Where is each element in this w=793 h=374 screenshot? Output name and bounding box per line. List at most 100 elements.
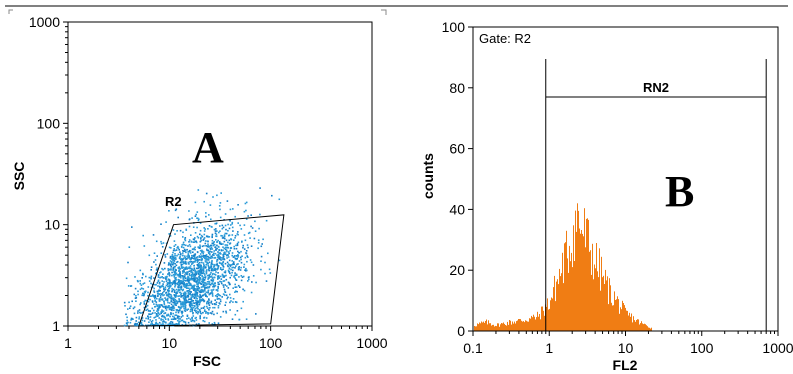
scatter-point [154, 296, 157, 298]
scatter-point [203, 270, 205, 273]
scatter-point [178, 266, 180, 268]
scatter-point [124, 305, 126, 307]
scatter-point [176, 247, 178, 249]
scatter-point [223, 258, 226, 261]
histogram-bar [578, 210, 579, 331]
scatter-point [190, 269, 192, 272]
scatter-point [216, 263, 218, 266]
scatter-point [173, 256, 175, 259]
scatter-point [215, 222, 217, 225]
scatter-point [206, 287, 209, 289]
scatter-point [233, 275, 235, 277]
scatter-point [187, 245, 189, 247]
histogram-bar [552, 298, 553, 331]
scatter-point [174, 249, 176, 252]
scatter-point [211, 255, 213, 258]
scatter-point [143, 293, 145, 295]
scatter-point [170, 282, 173, 284]
scatter-point [158, 282, 161, 285]
histogram-bar [594, 264, 595, 331]
scatter-point [188, 301, 191, 303]
scatter-point [218, 276, 220, 279]
scatter-point [211, 239, 214, 242]
scatter-point [206, 249, 208, 252]
histogram-bar [475, 326, 476, 331]
scatter-point [192, 273, 195, 276]
scatter-point [228, 252, 230, 255]
scatter-point [203, 310, 206, 312]
histogram-bar [595, 268, 596, 331]
histogram-bar [570, 261, 571, 331]
scatter-point [181, 263, 184, 266]
scatter-point [199, 247, 201, 249]
scatter-point [211, 233, 214, 236]
scatter-point [201, 266, 203, 269]
scatter-point [133, 312, 136, 315]
scatter-point [239, 269, 242, 271]
scatter-point [187, 261, 190, 264]
scatter-point [168, 286, 171, 289]
scatter-point [147, 310, 150, 312]
scatter-point [195, 297, 198, 299]
scatter-point [198, 255, 201, 257]
scatter-point [169, 257, 172, 259]
scatter-point [167, 285, 169, 288]
scatter-point [207, 251, 210, 253]
scatter-point [194, 310, 197, 312]
scatter-point [175, 269, 177, 271]
scatter-point [179, 281, 182, 283]
plot-frame-b [472, 26, 779, 332]
scatter-point [211, 312, 213, 315]
scatter-point [231, 221, 234, 224]
scatter-point [133, 306, 136, 308]
scatter-point [131, 300, 133, 303]
scatter-point [169, 307, 171, 309]
scatter-point [184, 300, 187, 303]
scatter-point [220, 259, 222, 261]
scatter-point [191, 295, 194, 297]
scatter-point [194, 248, 196, 251]
scatter-point [189, 245, 192, 248]
scatter-point [245, 218, 248, 220]
scatter-point [130, 319, 132, 321]
scatter-point [177, 253, 180, 256]
scatter-point [195, 281, 198, 283]
scatter-point [227, 229, 229, 232]
scatter-point [173, 301, 176, 303]
scatter-point [220, 257, 223, 259]
scatter-point [170, 294, 172, 296]
scatter-point [179, 268, 182, 270]
scatter-point [170, 312, 172, 314]
scatter-point [202, 277, 204, 280]
scatter-point [219, 303, 221, 305]
scatter-point [177, 290, 180, 292]
scatter-point [205, 212, 207, 214]
scatter-point [154, 324, 156, 326]
scatter-point [170, 269, 172, 271]
scatter-point [174, 274, 177, 276]
scatter-point [186, 315, 189, 317]
scatter-point [181, 270, 184, 272]
scatter-point [193, 241, 195, 243]
scatter-point [164, 305, 166, 308]
scatter-point [137, 293, 139, 296]
scatter-point [247, 256, 249, 258]
scatter-point [203, 263, 205, 266]
scatter-point [209, 250, 211, 253]
scatter-point [190, 320, 193, 323]
scatter-point [204, 284, 206, 286]
histogram-bar [541, 306, 542, 331]
scatter-point [200, 291, 203, 293]
scatter-point [198, 287, 200, 289]
scatter-point [232, 256, 235, 258]
scatter-point [184, 305, 186, 308]
scatter-point [218, 249, 220, 252]
scatter-point [155, 272, 157, 275]
scatter-point [185, 261, 187, 263]
scatter-point [168, 262, 170, 265]
scatter-point [219, 202, 222, 204]
scatter-point [217, 276, 219, 278]
scatter-point [267, 252, 269, 255]
scatter-point [134, 287, 137, 290]
scatter-point [165, 299, 167, 301]
